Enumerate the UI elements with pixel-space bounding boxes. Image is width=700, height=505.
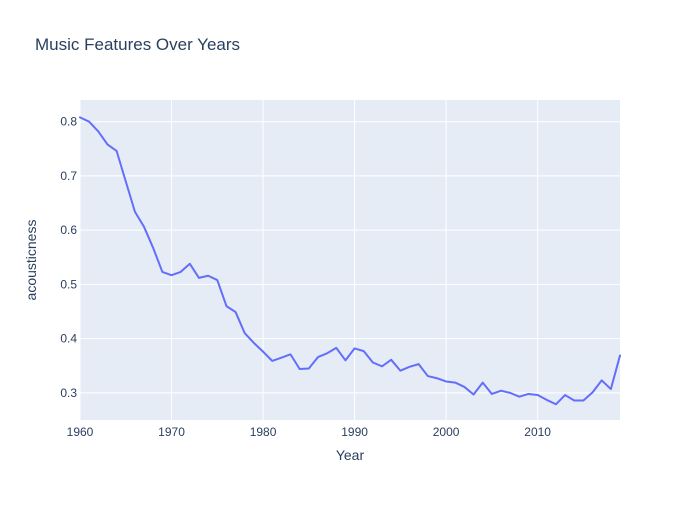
y-tick-label: 0.3 (60, 386, 77, 400)
x-tick-label: 1990 (341, 425, 368, 439)
y-tick-label: 0.7 (60, 169, 77, 183)
y-tick-label: 0.4 (60, 332, 77, 346)
y-tick-label: 0.8 (60, 115, 77, 129)
y-axis-title: acousticness (23, 220, 39, 301)
x-axis-title: Year (336, 447, 365, 463)
x-tick-labels: 1960 1970 1980 1990 2000 2010 (67, 425, 552, 439)
y-gridlines (80, 121, 620, 394)
x-tick-label: 2010 (524, 425, 551, 439)
y-tick-labels: 0.3 0.4 0.5 0.6 0.7 0.8 (60, 115, 77, 400)
acousticness-series-line (79, 116, 621, 406)
x-tick-label: 1980 (250, 425, 277, 439)
series-layer (79, 116, 621, 406)
x-tick-label: 2000 (433, 425, 460, 439)
x-tick-label: 1960 (67, 425, 94, 439)
y-tick-label: 0.6 (60, 223, 77, 237)
plot-area (80, 100, 620, 420)
x-gridlines (79, 100, 539, 420)
y-tick-label: 0.5 (60, 277, 77, 291)
chart-title: Music Features Over Years (35, 35, 240, 54)
x-tick-label: 1970 (158, 425, 185, 439)
